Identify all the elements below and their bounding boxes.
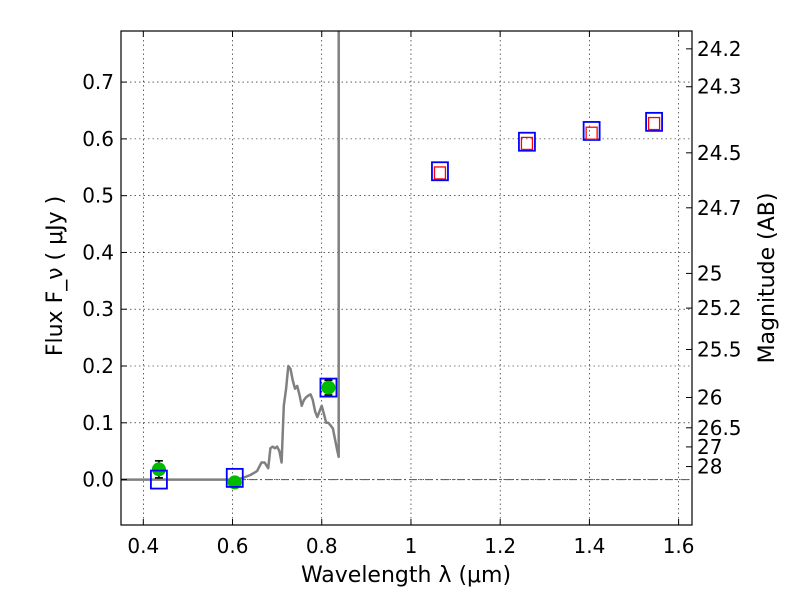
right-tick-label: 25.5 [697, 337, 742, 361]
predicted-photometry-square [647, 116, 661, 131]
y-tick-label: 0.1 [82, 411, 114, 435]
y-tick-label: 0.4 [82, 240, 114, 264]
model-photometry-square [582, 121, 601, 141]
y-axis-label: Flux F_ν ( μJy ) [43, 196, 68, 356]
right-axis-label: Magnitude (AB) [755, 193, 780, 364]
model-photometry-square [319, 377, 338, 398]
model-photometry-square [150, 469, 168, 490]
right-tick-label: 25.2 [697, 296, 742, 320]
y-tick-label: 0.7 [82, 70, 114, 94]
tick-layer: 0.4 0.6 0.8 1 1.2 1.4 1.6 0.0 0.1 0.2 0.3 0.4 0.5 0.6… [82, 31, 742, 558]
x-tick-label: 0.4 [127, 534, 159, 558]
y-tick-label: 0.6 [82, 127, 114, 151]
x-tick-label: 0.6 [217, 534, 249, 558]
x-tick-label: 0.8 [306, 534, 338, 558]
y-tick-label: 0.2 [82, 354, 114, 378]
right-tick-label: 25 [697, 261, 722, 285]
y-tick-label: 0.5 [82, 184, 114, 208]
model-photometry-square [645, 111, 663, 132]
predicted-photometry-square [585, 126, 598, 140]
x-tick-label: 1.2 [484, 534, 516, 558]
right-tick-label: 24.7 [697, 196, 742, 220]
model-photometry-square [225, 467, 244, 488]
observed-flux-point [151, 462, 166, 477]
plot-frame [120, 30, 693, 526]
y-tick-label: 0.3 [82, 297, 114, 321]
right-tick-label: 26 [697, 386, 722, 410]
observed-flux-point [321, 380, 336, 395]
x-tick-label: 1.4 [573, 534, 605, 558]
grid-lines [121, 31, 692, 525]
model-photometry-square [431, 161, 449, 182]
data-layer [121, 31, 663, 490]
observed-flux-point [227, 475, 242, 490]
x-axis-label: Wavelength λ (μm) [301, 563, 511, 588]
right-tick-label: 28 [697, 455, 722, 479]
predicted-photometry-square [433, 166, 447, 180]
right-tick-label: 24.2 [697, 37, 742, 61]
y-tick-label: 0.0 [82, 468, 114, 492]
right-tick-label: 27 [697, 435, 722, 459]
x-tick-label: 1.6 [663, 534, 695, 558]
right-tick-label: 26.5 [697, 416, 742, 440]
right-tick-label: 24.3 [697, 75, 742, 99]
predicted-photometry-square [520, 136, 534, 151]
model-photometry-square [518, 131, 536, 152]
x-tick-label: 1 [405, 534, 418, 558]
right-tick-label: 24.5 [697, 141, 742, 165]
model-sed-line [121, 31, 340, 481]
